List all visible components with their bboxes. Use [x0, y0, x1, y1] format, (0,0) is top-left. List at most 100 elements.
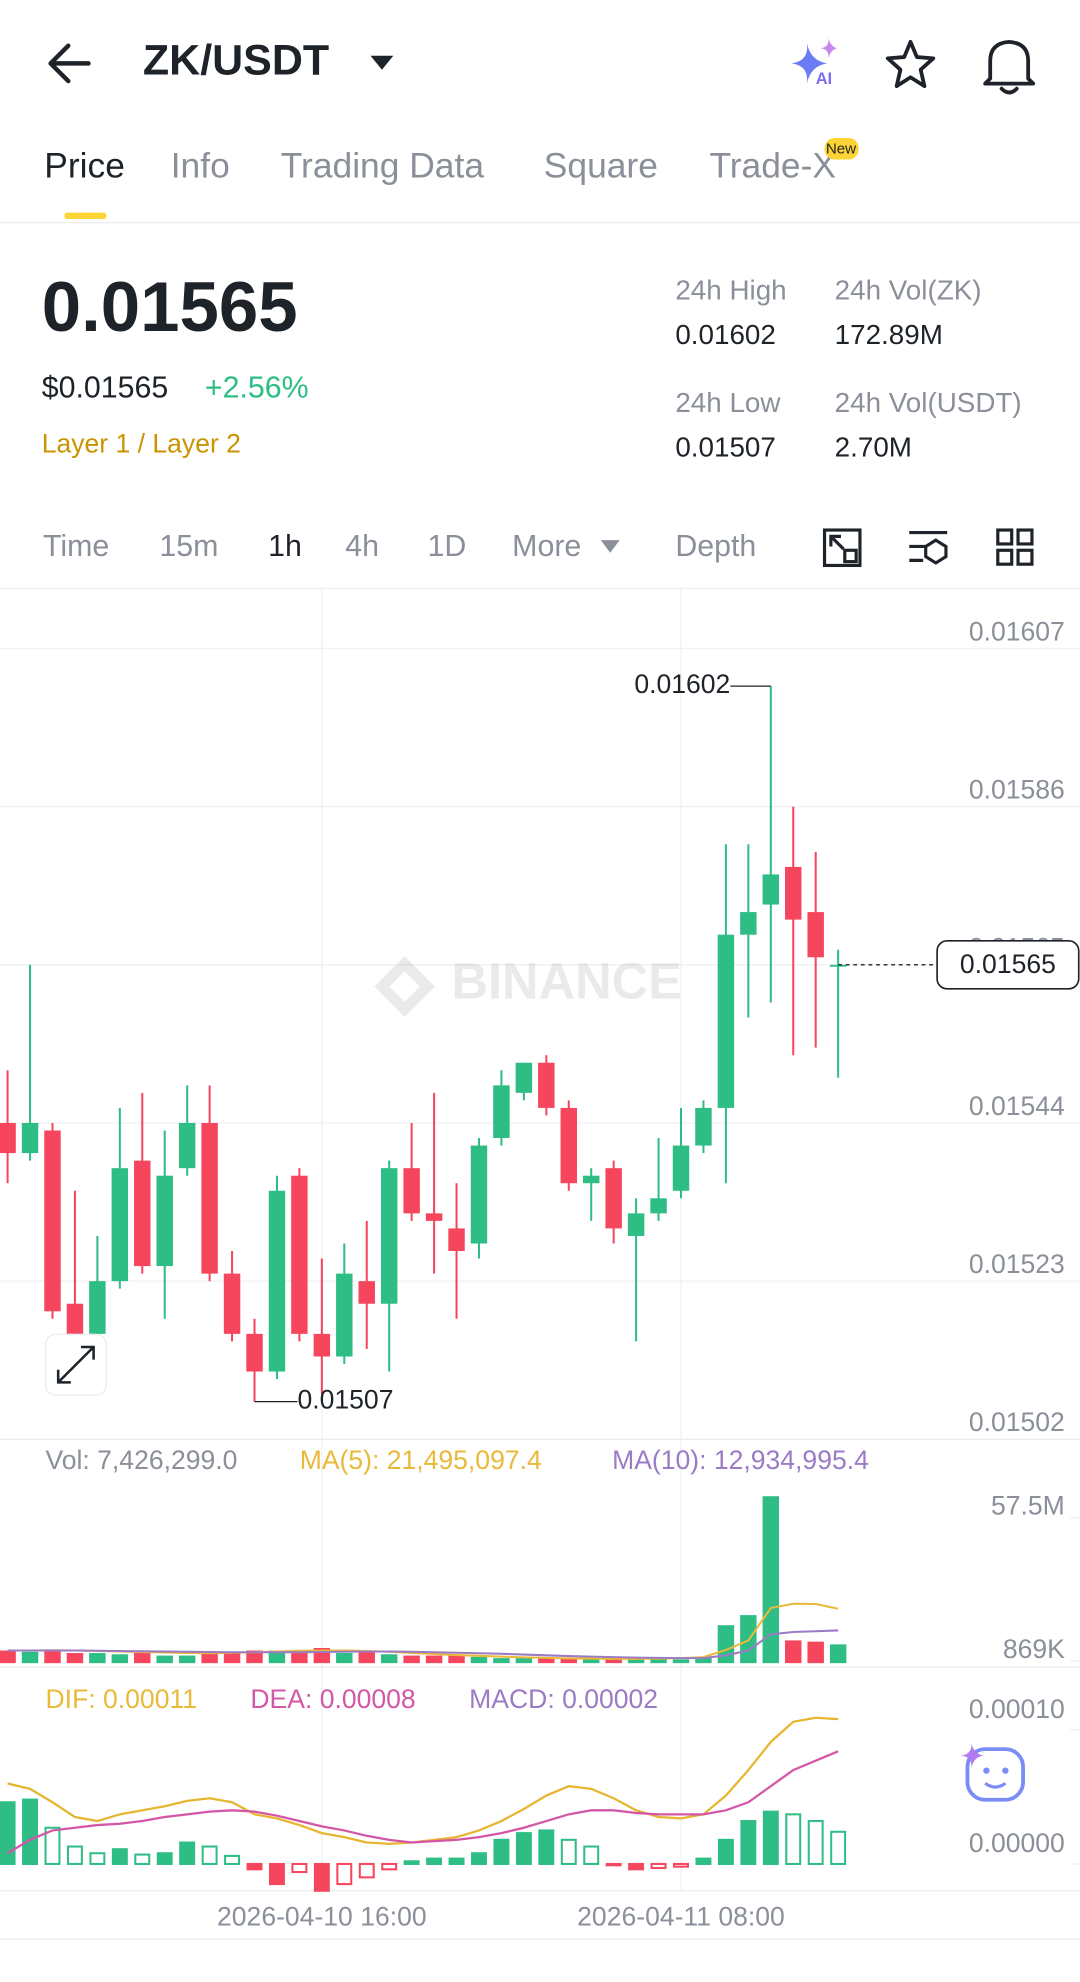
sector-tags[interactable]: Layer 1 / Layer 2 [42, 428, 241, 458]
candle-body [156, 1175, 173, 1267]
stat-label: 24h Low [675, 387, 781, 418]
chart-tool-3[interactable] [996, 528, 1034, 566]
y-tick-label: 0.01502 [969, 1407, 1065, 1437]
interval[interactable]: 1h [268, 530, 302, 563]
tab[interactable]: Price [44, 146, 125, 186]
volume-bar [493, 1658, 510, 1664]
volume-bar [201, 1653, 218, 1664]
volume-bar [538, 1658, 555, 1664]
candle-body [515, 1062, 533, 1093]
macd-bar [560, 1838, 577, 1865]
macd-bar [717, 1838, 734, 1865]
pair-title[interactable]: ZK/USDT [143, 37, 329, 85]
chart-tool-1[interactable] [822, 528, 862, 568]
tab[interactable]: Trading Data [281, 146, 485, 186]
interval[interactable]: 1D [427, 530, 466, 563]
candle-body [672, 1145, 690, 1191]
volume-bar [156, 1655, 173, 1664]
current-price-box [936, 939, 1080, 990]
volume-bar [336, 1653, 353, 1664]
volume-bar [178, 1655, 196, 1664]
macd-bar [44, 1826, 61, 1865]
ai-button[interactable]: AI [791, 38, 838, 88]
candle-body [560, 1107, 577, 1184]
candle-body [336, 1273, 353, 1357]
candle-body [605, 1168, 622, 1229]
usd-price: $0.01565 [42, 372, 169, 405]
more-caret[interactable] [600, 540, 620, 553]
interval[interactable]: Time [43, 530, 109, 563]
x-tick-label: 2026-04-10 16:00 [217, 1902, 427, 1932]
ai-assistant[interactable] [961, 1742, 1025, 1802]
macd-bar [493, 1838, 510, 1865]
candle-body [380, 1168, 398, 1304]
pair-caret[interactable] [370, 55, 394, 70]
volume-bar [134, 1653, 151, 1664]
tool-arrow [829, 534, 845, 551]
watermark-logo [374, 956, 436, 1017]
new-badge-text: New [826, 140, 856, 157]
expand-button[interactable] [44, 1333, 107, 1396]
macd-bar [785, 1813, 802, 1865]
macd-bar [246, 1862, 263, 1871]
assistant-face [965, 1747, 1025, 1802]
candle-body [829, 964, 847, 967]
candle-body [627, 1213, 645, 1236]
chart-tool-2[interactable] [909, 530, 948, 565]
macd-bar [807, 1820, 824, 1865]
volume-bar [223, 1651, 241, 1664]
grid-cell [996, 528, 1014, 546]
ai-label: AI [816, 70, 832, 88]
high-label: 0.01602 [634, 669, 730, 699]
stat-label: 24h Vol(ZK) [835, 275, 982, 306]
volume-bar [470, 1656, 488, 1664]
macd-bar [89, 1852, 106, 1865]
new-badge [824, 138, 859, 160]
macd-bar [650, 1862, 667, 1869]
candle-body [785, 866, 802, 920]
y-tick-label: 0.00010 [969, 1694, 1065, 1724]
bell-body [983, 39, 1036, 86]
interval[interactable]: 15m [159, 530, 218, 563]
assistant-sparkle [961, 1742, 984, 1769]
volume-bar [650, 1659, 667, 1664]
y-tick-label: 0.00000 [969, 1828, 1065, 1858]
tab[interactable]: Square [544, 146, 658, 186]
stat-value: 172.89M [835, 319, 943, 350]
macd-bar [336, 1862, 353, 1886]
tool-lines [909, 530, 948, 562]
tool-box [843, 548, 858, 564]
candle-body [21, 1122, 39, 1154]
volume-bar [560, 1658, 577, 1664]
candle-body [470, 1145, 488, 1244]
candle-body [538, 1062, 555, 1108]
tab[interactable]: Info [171, 146, 230, 186]
back-button[interactable] [48, 43, 91, 84]
legend-entry: MA(10): 12,934,995.4 [612, 1445, 869, 1475]
tab[interactable]: Trade-X [709, 146, 836, 186]
candle-body [762, 874, 780, 905]
volume-bar [717, 1625, 735, 1664]
interval[interactable]: 4h [345, 530, 379, 563]
macd-bar [583, 1845, 600, 1865]
candle-body [0, 1122, 16, 1154]
tool-hex [924, 538, 948, 565]
interval[interactable]: Depth [675, 530, 756, 563]
favorite-star[interactable] [885, 39, 936, 89]
volume-bar [111, 1654, 129, 1664]
candle-body [134, 1160, 151, 1267]
legend-entry: MACD: 0.00002 [469, 1684, 658, 1714]
macd-bar [426, 1857, 443, 1865]
assistant-eye [1002, 1767, 1009, 1774]
grid-cell [1016, 548, 1034, 566]
volume-bar [268, 1650, 286, 1664]
candle-body [44, 1130, 61, 1312]
interval[interactable]: More [512, 530, 581, 563]
candle-body [448, 1228, 465, 1252]
macd-bar [538, 1829, 555, 1865]
stat-value: 0.01507 [675, 431, 776, 462]
assistant-eye [983, 1767, 990, 1774]
candle-body [291, 1175, 308, 1334]
notification-bell[interactable] [983, 39, 1036, 95]
